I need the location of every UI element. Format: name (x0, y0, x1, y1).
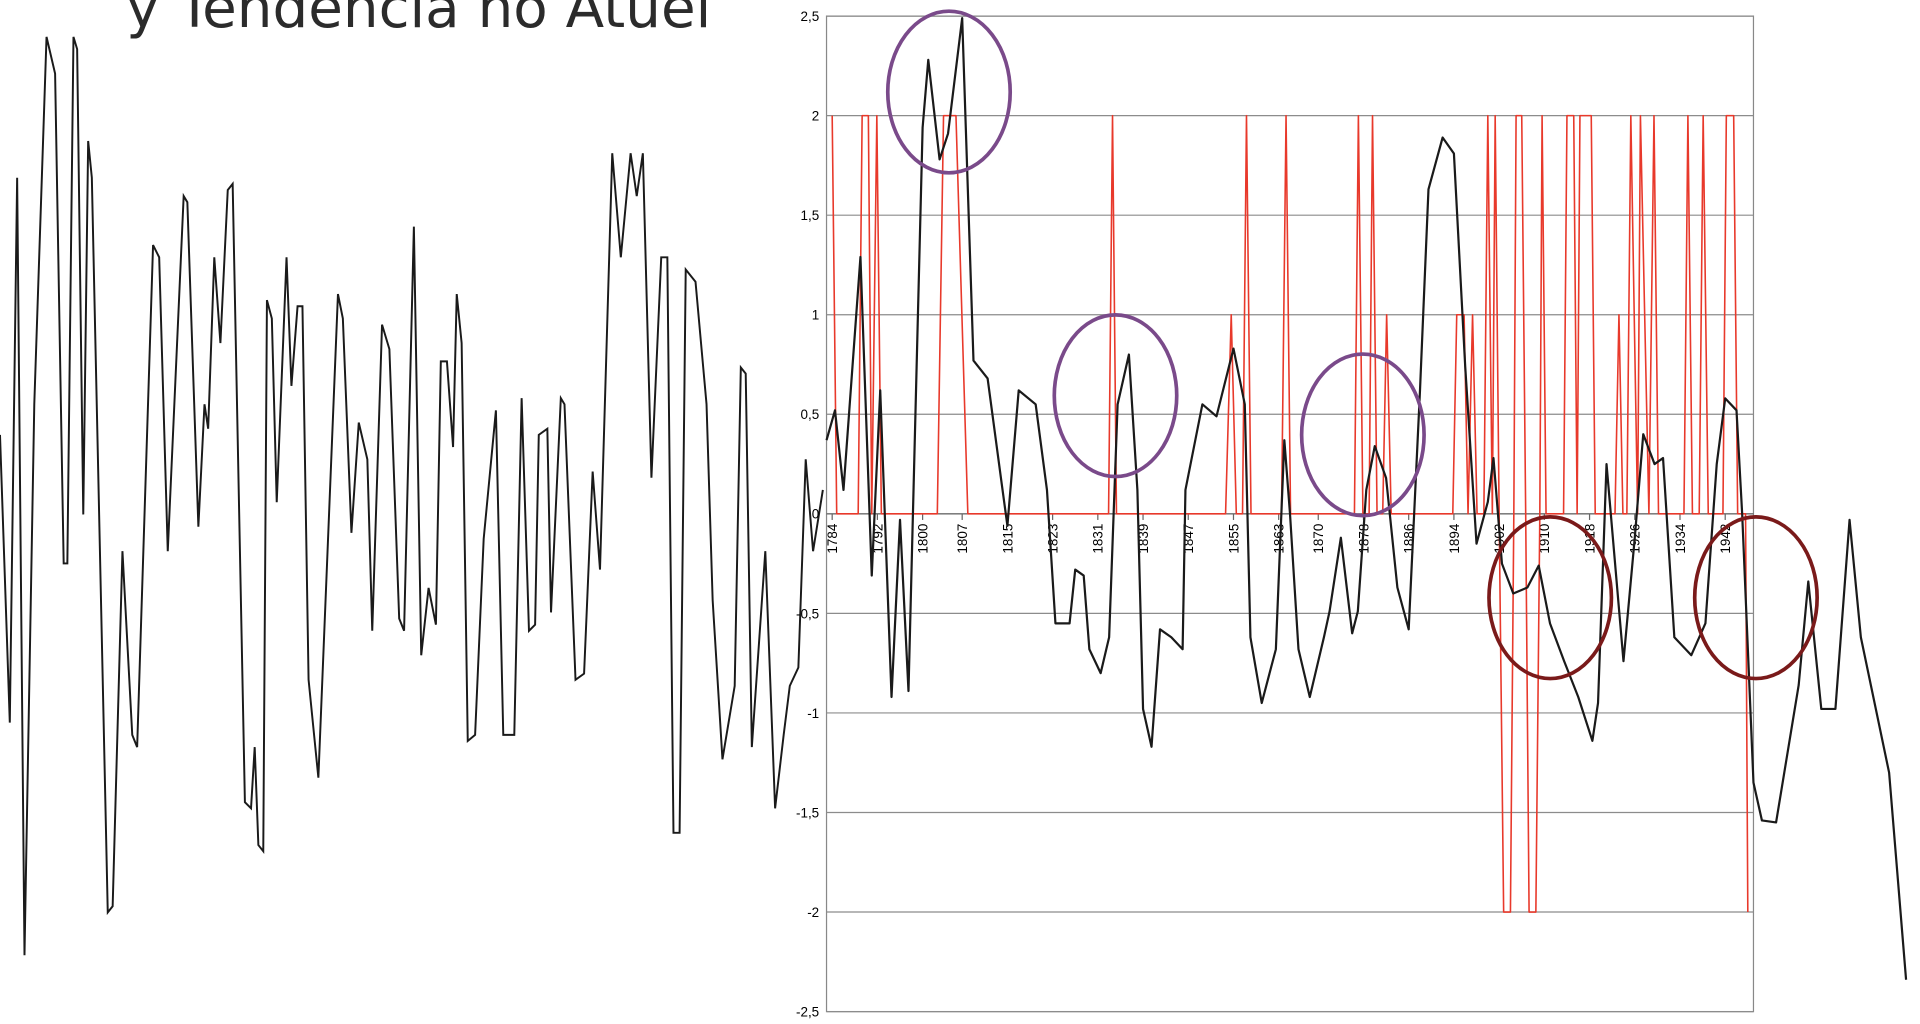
x-tick-label: 1910 (1537, 524, 1552, 554)
y-tick-label: 1 (812, 308, 819, 323)
x-tick-label: 1870 (1311, 524, 1326, 554)
x-tick-label: 1800 (916, 524, 931, 554)
y-tick-label: -2,5 (796, 1004, 819, 1019)
annotation-circle (1299, 352, 1426, 518)
x-tick-label: 1863 (1272, 524, 1287, 554)
y-tick-label: 2 (812, 109, 819, 124)
y-tick-label: -2 (807, 905, 819, 920)
x-tick-label: 1831 (1091, 524, 1106, 554)
y-tick-label: 2,5 (800, 9, 819, 24)
annotation-circle (1692, 515, 1819, 681)
annotations (885, 9, 1819, 681)
decorative-trace (0, 36, 824, 956)
x-tick-label: 1784 (825, 523, 840, 553)
y-tick-label: 1,5 (800, 208, 819, 223)
annotation-circle (1487, 515, 1614, 681)
y-tick-label: 0,5 (800, 407, 819, 422)
series (825, 16, 1908, 980)
x-tick-label: 1807 (955, 524, 970, 554)
y-tick-label: -0,5 (796, 606, 819, 621)
annotation-circle (1052, 313, 1179, 479)
y-tick-label: -1 (807, 706, 819, 721)
annotation-circle (885, 9, 1013, 175)
x-tick-label: 1815 (1000, 524, 1015, 554)
x-tick-label: 1894 (1447, 523, 1462, 553)
x-tick-label: 1823 (1046, 524, 1061, 554)
x-tick-label: 1934 (1673, 523, 1688, 553)
x-tick-label: 1855 (1226, 524, 1241, 554)
data-line (825, 16, 1908, 980)
y-tick-label: -1,5 (796, 805, 819, 820)
y-tick-label: 0 (812, 507, 819, 522)
slide-title: y Tendencia no Atuel (126, 0, 711, 41)
